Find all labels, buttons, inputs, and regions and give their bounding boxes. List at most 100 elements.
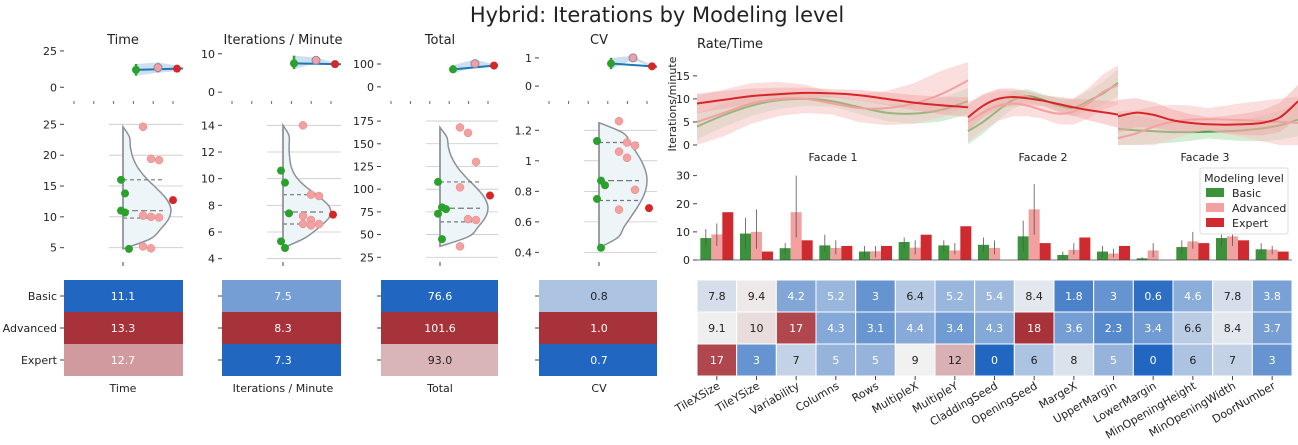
mean-point — [449, 65, 457, 74]
heat-cell-label: 3.4 — [946, 322, 964, 335]
strip-point-expert — [169, 196, 177, 205]
mean-ytick-label: 100 — [353, 58, 374, 71]
legend-swatch — [1206, 203, 1224, 212]
strip-point-basic — [121, 208, 129, 217]
heat-cell — [1172, 311, 1214, 345]
panel-xlabel: Time — [109, 382, 137, 395]
rate-band-advanced — [968, 65, 1118, 142]
legend-box — [1199, 167, 1289, 235]
panel-time: Time 0 25 5 10 15 20 25 11.1 Basic 13.3 Advanced 12.… — [3, 33, 184, 395]
panel-xlabel: Iterations / Minute — [233, 382, 334, 395]
strip-point-advanced — [630, 141, 640, 150]
legend-label: Advanced — [1232, 202, 1286, 215]
bar-basic — [1216, 238, 1227, 260]
bar-basic — [898, 242, 910, 260]
heat-cell — [1172, 279, 1214, 313]
violin-shape — [282, 122, 332, 250]
heat-cell-label: 11.1 — [111, 290, 136, 303]
heat-cell-label: 7.8 — [708, 290, 726, 303]
strip-point-advanced — [146, 154, 156, 164]
legend-swatch — [1206, 218, 1224, 227]
ytick-label: 10 — [43, 211, 57, 224]
bar-ytick-label: 10 — [676, 226, 690, 239]
heat-cell — [1251, 311, 1293, 345]
heat-cell — [934, 279, 976, 313]
ytick-label: 150 — [353, 138, 374, 151]
ytick-label: 4 — [208, 253, 215, 266]
heat-cell-label: 3 — [1269, 354, 1276, 367]
heat-cell-label: 1.0 — [590, 322, 608, 335]
heat-cell-label: 2.3 — [1105, 322, 1123, 335]
heat-col-label: Columns — [793, 379, 841, 414]
strip-point-basic — [277, 166, 285, 175]
heat-cell-label: 18 — [1027, 322, 1041, 335]
panel-rate-time: Rate/Time Iterations/minute 0 5 10 15 Facade 1… — [666, 37, 1298, 164]
heat-cell — [539, 312, 657, 344]
bar-expert — [1198, 243, 1210, 260]
strip-point-expert — [645, 204, 653, 213]
heat-cell — [1053, 311, 1095, 345]
bar-basic — [1255, 249, 1267, 260]
heat-cell — [1212, 279, 1253, 313]
strip-point-basic — [434, 177, 442, 186]
strip-point-basic — [438, 235, 446, 244]
mean-ytick-label: 0 — [367, 81, 374, 94]
heat-cell-label: 5.2 — [946, 290, 964, 303]
heat-row-label: Basic — [28, 290, 57, 303]
bar-ytick-label: 0 — [683, 254, 690, 267]
ytick-label: 75 — [360, 206, 374, 219]
strip-point-basic — [434, 209, 442, 218]
rate-line-expert — [967, 95, 1119, 119]
heat-cell — [855, 279, 896, 313]
mean-ytick-label: 25 — [43, 45, 57, 58]
heat-cell-label: 3.4 — [1144, 322, 1162, 335]
strip-point-advanced — [298, 211, 308, 221]
bar-expert — [1238, 240, 1249, 260]
panel-parameter-heatmap: 7.8 9.4 4.2 5.2 3 6.4 5.2 5.4 8.4 1.8 3 0.6 4.6 7.8 3.… — [672, 279, 1293, 442]
ytick-label: 1 — [525, 155, 532, 168]
heat-cell-label: 7 — [1229, 354, 1236, 367]
ytick-label: 8 — [208, 199, 215, 212]
heat-cell — [539, 280, 657, 312]
strip-point-basic — [125, 244, 133, 253]
bar-expert — [1039, 243, 1051, 260]
rate-ytick-label: 15 — [676, 70, 690, 83]
heat-cell — [1013, 311, 1055, 345]
strip-point-advanced — [298, 121, 308, 130]
strip-point-advanced — [306, 190, 316, 199]
panel-iterations_per_minute: Iterations / Minute 0 10 4 6 8 10 12 14 7.5 8.3 7.3… — [201, 33, 342, 395]
mean-point — [153, 63, 163, 73]
heat-cell-label: 8.4 — [1025, 290, 1043, 303]
rate-line-advanced — [696, 79, 969, 123]
legend-title: Modeling level — [1204, 172, 1284, 185]
strip-point-advanced — [314, 191, 324, 201]
mean-point — [132, 65, 140, 74]
rate-line-advanced — [967, 84, 1119, 123]
bar-expert — [762, 251, 773, 260]
heat-cell — [696, 311, 738, 345]
mean-point — [311, 55, 321, 65]
heat-cell-label: 0.7 — [590, 354, 608, 367]
heat-cell — [64, 280, 183, 312]
strip-point-basic — [597, 243, 605, 252]
heat-cell — [775, 279, 817, 313]
ytick-label: 0.4 — [515, 246, 533, 259]
heat-col-label: TileXSize — [672, 379, 722, 416]
heat-cell — [381, 312, 498, 344]
mean-point — [490, 61, 498, 70]
heat-row-label: Expert — [21, 354, 58, 367]
panel-cv: CV 0 1 0.4 0.6 0.8 1 1.2 0.8 1.0 0.7 CV — [515, 33, 658, 395]
bar-expert — [881, 245, 892, 260]
heat-cell-label: 4.6 — [1184, 290, 1202, 303]
heat-cell-label: 3.6 — [1065, 322, 1083, 335]
bar-basic — [700, 238, 712, 260]
heat-cell — [855, 343, 896, 377]
ytick-label: 6 — [208, 226, 215, 239]
heat-cell-label: 4.3 — [986, 322, 1004, 335]
bar-advanced — [949, 250, 961, 260]
heat-cell-label: 8.3 — [274, 322, 292, 335]
mean-ytick-label: 1 — [525, 52, 532, 65]
bar-advanced — [1227, 236, 1238, 260]
heat-cell-label: 4.3 — [827, 322, 845, 335]
heat-cell — [736, 311, 777, 345]
